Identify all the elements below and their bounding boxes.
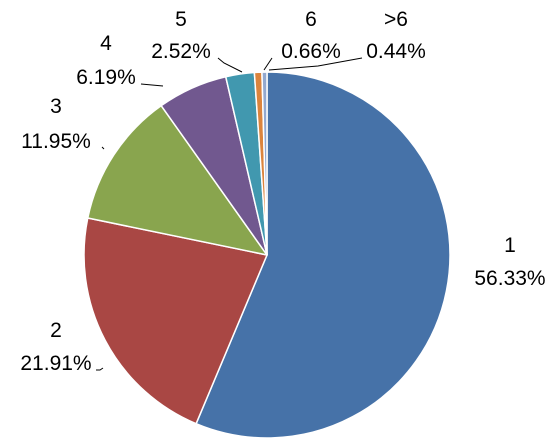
slice-value-label-1: 56.33% bbox=[474, 267, 545, 290]
slice-category-label-4: 4 bbox=[100, 32, 112, 55]
slice-labels: 1 56.33% 2 21.91% 3 11.95% 4 6.19% 5 2.52% 6 0.66% >… bbox=[20, 8, 545, 375]
slice-value-label-2: 21.91% bbox=[20, 352, 91, 375]
pie-slice-3 bbox=[87, 104, 268, 256]
slice-value-label-5: 2.52% bbox=[151, 40, 211, 63]
slice-category-label-1: 1 bbox=[504, 234, 516, 257]
slice-category-label-2: 2 bbox=[50, 319, 62, 342]
slice-value-label-4: 6.19% bbox=[76, 66, 136, 89]
slice-category-label-3: 3 bbox=[50, 95, 62, 118]
leader-line-2 bbox=[96, 367, 104, 371]
leader-line-7 bbox=[268, 57, 363, 71]
leader-line-4 bbox=[140, 83, 164, 87]
pie-slice-7 bbox=[261, 71, 268, 256]
pie-slice-2 bbox=[83, 217, 268, 425]
leader-lines bbox=[96, 57, 363, 371]
slice-value-label-6: 0.66% bbox=[281, 40, 341, 63]
slice-category-label-7: >6 bbox=[384, 8, 408, 31]
leader-line-6 bbox=[263, 57, 273, 71]
pie-slices bbox=[83, 71, 451, 439]
slice-category-label-6: 6 bbox=[305, 8, 317, 31]
leader-line-5 bbox=[217, 57, 243, 73]
slice-value-label-7: 0.44% bbox=[366, 40, 426, 63]
slice-category-label-5: 5 bbox=[175, 8, 187, 31]
leader-line-3 bbox=[101, 146, 105, 150]
pie-slice-1 bbox=[195, 71, 451, 439]
slice-value-label-3: 11.95% bbox=[21, 130, 91, 153]
